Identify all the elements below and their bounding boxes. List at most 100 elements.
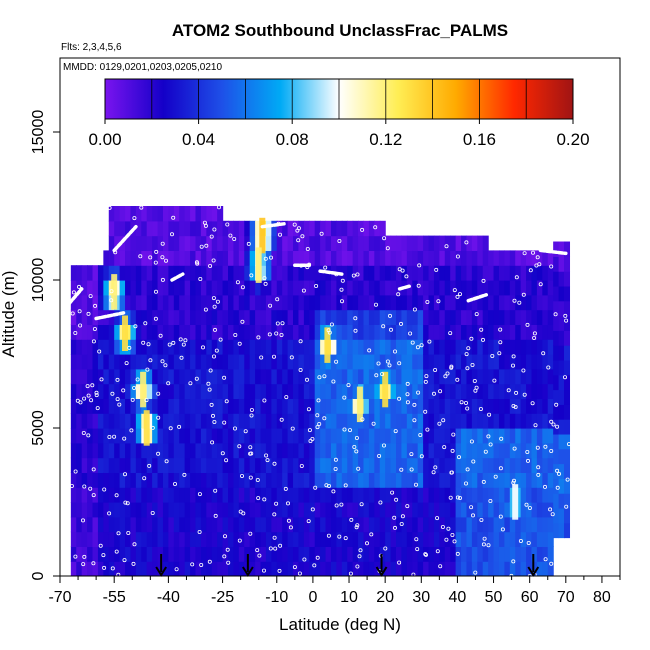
heatmap-cell bbox=[553, 330, 560, 346]
sample-point bbox=[400, 268, 405, 273]
heatmap-cell bbox=[76, 442, 83, 459]
sample-point bbox=[417, 263, 422, 268]
heatmap-cell bbox=[488, 502, 495, 518]
heatmap-cell bbox=[509, 309, 516, 325]
heatmap-cell bbox=[455, 502, 462, 518]
sample-point bbox=[393, 429, 398, 434]
heatmap-cell bbox=[498, 383, 505, 399]
heatmap-cell bbox=[341, 220, 348, 237]
heatmap-cell bbox=[228, 324, 235, 340]
heatmap-cell bbox=[157, 502, 164, 518]
heatmap-cell bbox=[119, 383, 126, 399]
heatmap-cell bbox=[265, 324, 272, 340]
sample-point bbox=[398, 321, 403, 326]
heatmap-cell bbox=[265, 442, 272, 459]
sample-point bbox=[91, 561, 96, 566]
sample-point bbox=[531, 250, 536, 255]
sample-point bbox=[102, 565, 107, 570]
heatmap-cell bbox=[482, 309, 489, 325]
heatmap-cell bbox=[547, 546, 554, 562]
heatmap-cell bbox=[228, 561, 235, 576]
sample-point bbox=[86, 311, 91, 316]
heatmap-cell bbox=[374, 413, 381, 429]
sample-point bbox=[197, 492, 202, 497]
heatmap-cell bbox=[200, 442, 207, 459]
heatmap-cell bbox=[466, 546, 473, 562]
heatmap-cell bbox=[146, 546, 153, 562]
sample-point bbox=[262, 398, 267, 403]
heatmap-cell bbox=[255, 339, 262, 355]
heatmap-cell bbox=[553, 271, 560, 287]
sample-point bbox=[290, 426, 295, 431]
heatmap-cell bbox=[336, 531, 343, 547]
heatmap-cell bbox=[488, 294, 495, 311]
heatmap-cell bbox=[498, 487, 505, 503]
heatmap-cell bbox=[81, 531, 88, 547]
heatmap-cell bbox=[146, 516, 153, 533]
sample-point bbox=[532, 331, 537, 336]
heatmap-cell bbox=[564, 271, 571, 287]
sample-point bbox=[292, 565, 297, 570]
sample-point bbox=[183, 338, 188, 343]
heatmap-cell bbox=[423, 250, 430, 266]
heatmap-cell bbox=[509, 442, 516, 459]
sample-point bbox=[99, 377, 104, 382]
heatmap-cell bbox=[276, 561, 283, 576]
heatmap-cell bbox=[228, 339, 235, 355]
heatmap-cell bbox=[526, 546, 533, 562]
heatmap-cell bbox=[92, 265, 99, 281]
heatmap-cell bbox=[244, 487, 251, 503]
heatmap-cell bbox=[358, 531, 365, 547]
heatmap-cell bbox=[450, 398, 457, 414]
heatmap-cell bbox=[520, 324, 527, 340]
sample-point bbox=[277, 232, 282, 237]
heatmap-cell bbox=[509, 265, 516, 281]
heatmap-cell bbox=[81, 383, 88, 399]
sample-point bbox=[444, 244, 449, 249]
sample-point bbox=[319, 231, 324, 236]
heatmap-cell bbox=[255, 413, 262, 429]
heatmap-cell bbox=[146, 502, 153, 518]
heatmap-cell bbox=[173, 516, 180, 533]
heatmap-cell bbox=[87, 546, 94, 562]
heatmap-cell bbox=[428, 442, 435, 459]
heatmap-cell bbox=[439, 561, 446, 576]
heatmap-cell bbox=[287, 280, 294, 296]
heatmap-cell bbox=[401, 457, 408, 473]
heatmap-cell bbox=[255, 324, 262, 340]
heatmap-cell bbox=[385, 472, 392, 488]
heatmap-cell bbox=[320, 280, 327, 296]
sample-point bbox=[472, 378, 477, 383]
sample-point bbox=[405, 504, 410, 509]
heatmap-cell bbox=[195, 472, 202, 488]
heatmap-cell bbox=[108, 472, 115, 488]
heatmap-cell bbox=[162, 324, 169, 340]
heatmap-cell bbox=[130, 457, 137, 473]
heatmap-cell bbox=[260, 250, 267, 266]
heatmap-cell bbox=[76, 502, 83, 518]
heatmap-cell bbox=[498, 354, 505, 370]
heatmap-cell bbox=[211, 220, 218, 237]
arrow-markers bbox=[155, 554, 540, 577]
sample-point bbox=[418, 432, 423, 437]
heatmap-cell bbox=[536, 383, 543, 399]
heatmap-cell bbox=[379, 457, 386, 473]
sample-point bbox=[246, 241, 251, 246]
heatmap-cell bbox=[195, 428, 202, 444]
heatmap-cell bbox=[309, 220, 316, 237]
heatmap-cell bbox=[276, 546, 283, 562]
heatmap-cell bbox=[260, 354, 267, 370]
sample-point bbox=[563, 375, 568, 380]
heatmap-cell bbox=[471, 516, 478, 533]
heatmap-cell bbox=[157, 472, 164, 488]
sample-point bbox=[521, 292, 526, 297]
heatmap-cell bbox=[455, 235, 462, 251]
heatmap-cell bbox=[547, 472, 554, 488]
heatmap-cell bbox=[336, 442, 343, 459]
sample-point bbox=[419, 343, 424, 348]
sample-point bbox=[214, 348, 219, 353]
heatmap-cell bbox=[103, 413, 110, 429]
heatmap-cell bbox=[179, 206, 186, 222]
heatmap-cell bbox=[298, 531, 305, 547]
heatmap-cell bbox=[352, 354, 359, 370]
